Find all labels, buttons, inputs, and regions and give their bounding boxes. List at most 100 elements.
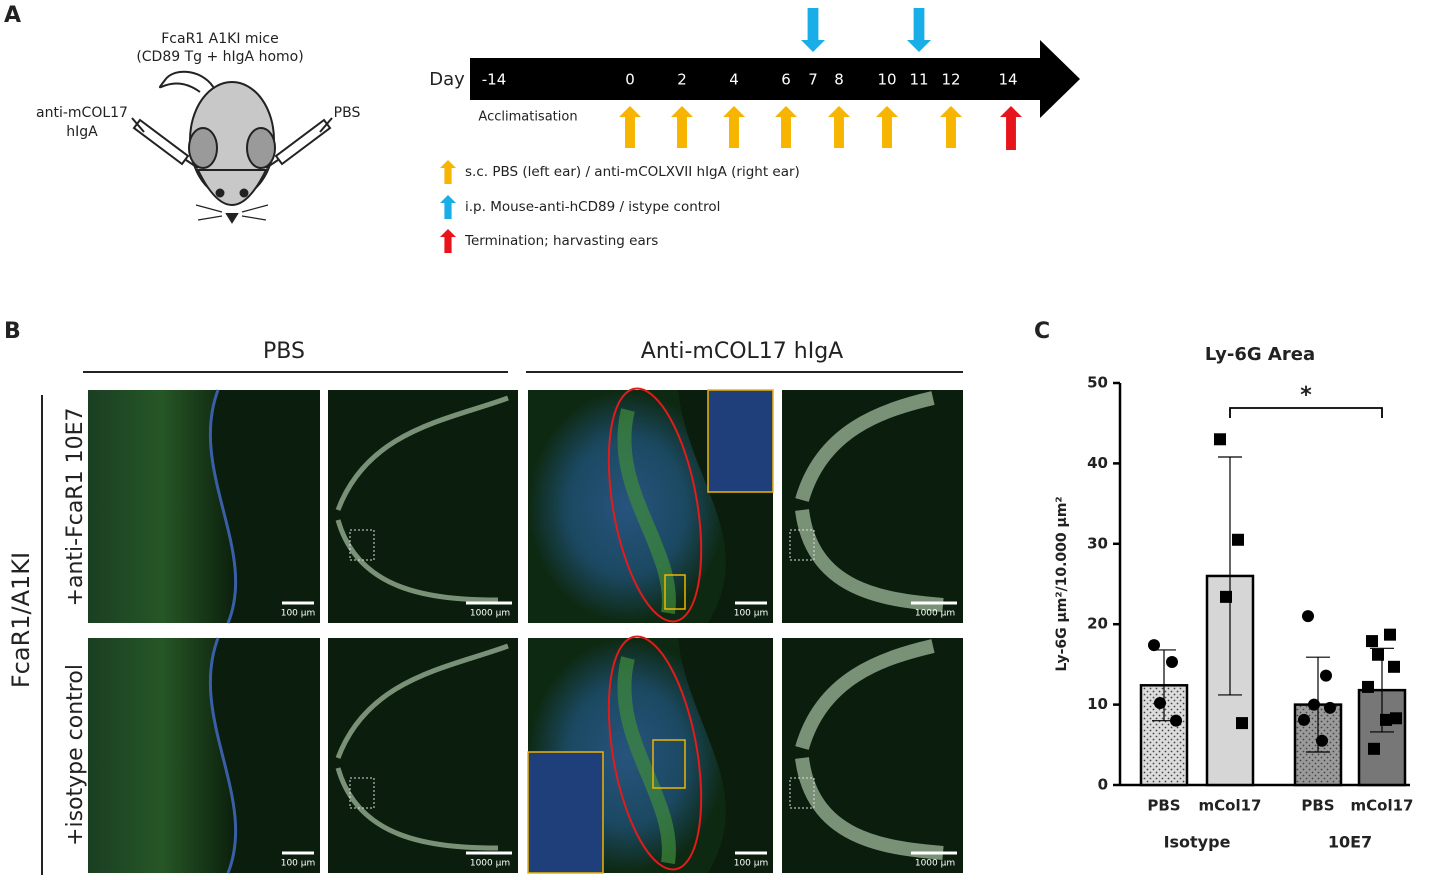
arrow (907, 8, 931, 52)
data-point (1320, 669, 1332, 682)
scale-bar-label: 100 µm (281, 859, 316, 869)
data-point (1372, 648, 1384, 661)
row-label: +isotype control (63, 664, 88, 846)
data-point (1154, 696, 1166, 709)
zoom-box (789, 777, 815, 809)
day-label: 14 (998, 71, 1017, 89)
y-tick-label: 50 (1087, 374, 1108, 392)
tissue (88, 390, 236, 623)
legend-text: Termination; harvasting ears (464, 233, 658, 249)
day-label: 2 (677, 71, 687, 89)
day-label: 6 (781, 71, 791, 89)
y-tick-label: 40 (1087, 454, 1108, 472)
micrograph (782, 390, 963, 623)
x-tick-label: mCol17 (1351, 797, 1414, 815)
zoom-box (789, 529, 815, 561)
y-axis-label: Ly-6G µm²/10.000 µm² (1054, 496, 1070, 671)
arrow (940, 106, 962, 148)
significance-label: * (1300, 383, 1312, 408)
day-label: 7 (808, 71, 818, 89)
y-tick-label: 10 (1087, 695, 1108, 713)
zoom-box (349, 529, 375, 561)
day-label: 4 (729, 71, 739, 89)
row-label: +anti-FcaR1 10E7 (63, 408, 88, 607)
column-label: Anti-mCOL17 hIgA (641, 339, 843, 364)
legend-text: i.p. Mouse-anti-hCD89 / istype control (465, 199, 720, 215)
data-point (1368, 742, 1380, 755)
strain-label: FcaR1/A1KI (7, 552, 35, 688)
scale-bar-label: 1000 µm (915, 609, 955, 619)
scale-bar-label: 100 µm (281, 609, 316, 619)
arrow (775, 106, 797, 148)
arrow (801, 8, 825, 52)
zoom-box (349, 777, 375, 809)
chart-title: Ly-6G Area (1205, 344, 1315, 365)
timeline-label: Day (429, 69, 465, 90)
x-tick-label: PBS (1147, 797, 1180, 815)
scale-bar-label: 1000 µm (470, 609, 510, 619)
arrow (723, 106, 745, 148)
y-tick-label: 30 (1087, 534, 1108, 552)
tissue-edge (208, 389, 238, 624)
day-label: 11 (909, 71, 928, 89)
day-label: 0 (625, 71, 635, 89)
data-point (1380, 713, 1392, 726)
data-point (1384, 628, 1396, 641)
day-label: 12 (941, 71, 960, 89)
data-point (1166, 655, 1178, 668)
arrow (671, 106, 693, 148)
period-label: Acclimatisation (478, 110, 577, 125)
scale-bar-label: 100 µm (734, 859, 769, 869)
arrow (440, 160, 456, 184)
zoom-box (652, 739, 686, 789)
arrows (440, 8, 1022, 253)
mouse (131, 70, 333, 224)
data-point (1308, 698, 1320, 711)
y-tick-label: 0 (1098, 776, 1108, 794)
arrow (828, 106, 850, 148)
arrow (440, 195, 456, 219)
ear-section (335, 395, 509, 603)
micrographs: 100 µm 1000 µm 100 µm 1000 µm 100 µm 1000 µm 1… (88, 387, 963, 874)
day-label: 8 (834, 71, 844, 89)
day-label: -14 (482, 71, 507, 89)
data-point (1362, 680, 1374, 693)
tissue-band (617, 408, 676, 615)
data-point (1220, 590, 1232, 603)
ear-section (795, 639, 944, 860)
data-point (1148, 639, 1160, 652)
data-point (1298, 713, 1310, 726)
data-point (1302, 610, 1314, 623)
data-point (1232, 533, 1244, 546)
injection-label: anti-mCOL17 (36, 105, 128, 121)
column-label: PBS (263, 339, 305, 364)
x-tick-label: mCol17 (1199, 797, 1262, 815)
region (607, 387, 703, 623)
injection-label: hIgA (66, 124, 98, 140)
inset (527, 751, 604, 874)
data-point (1214, 433, 1226, 446)
data-point (1316, 734, 1328, 747)
tissue-band (617, 656, 676, 865)
chart: Ly-6G Area Ly-6G µm²/10.000 µm² 0 10 20 30 40 5… (1054, 344, 1413, 852)
legend-text: s.c. PBS (left ear) / anti-mCOLXVII hIgA… (465, 164, 800, 180)
data-point (1388, 660, 1400, 673)
data-point (1390, 712, 1402, 725)
mouse-title: FcaR1 A1KI mice (161, 31, 279, 47)
tissue (528, 390, 726, 623)
y-tick-label: 20 (1087, 615, 1108, 633)
data-point (1324, 701, 1336, 714)
data-point (1236, 717, 1248, 730)
significance-bracket (1229, 407, 1383, 418)
x-tick-label: PBS (1301, 797, 1334, 815)
group-label: Isotype (1164, 833, 1231, 852)
scale-bar-label: 1000 µm (470, 859, 510, 869)
panel-label: C (1034, 319, 1050, 344)
zoom-box (664, 574, 686, 610)
scale-bar-label: 1000 µm (915, 859, 955, 869)
timeline (470, 40, 1080, 118)
arrow (876, 106, 898, 148)
tissue-edge (208, 637, 238, 874)
arrow (619, 106, 641, 148)
